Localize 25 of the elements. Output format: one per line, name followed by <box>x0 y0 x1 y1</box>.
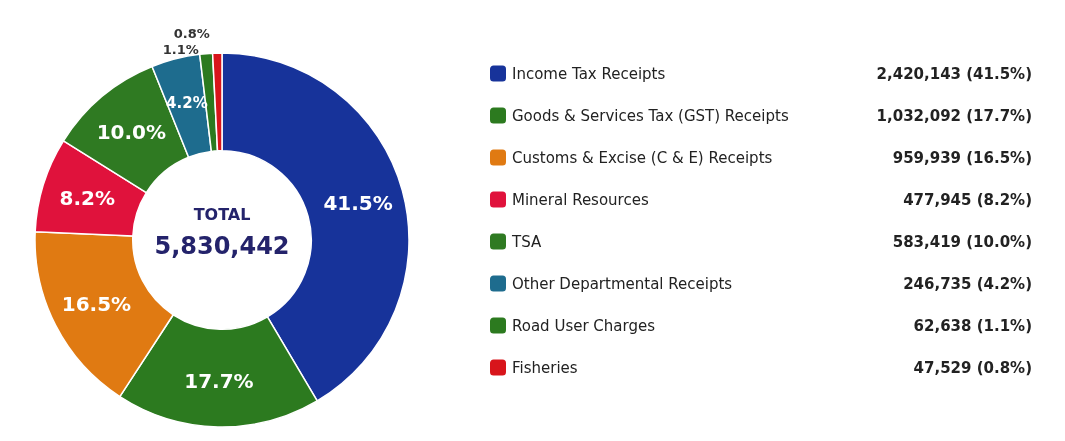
data-label: 10.0% <box>96 119 167 144</box>
legend-label: TSA <box>511 232 542 251</box>
data-label: 8.2% <box>59 186 115 211</box>
legend-label: Goods & Services Tax (GST) Receipts <box>512 106 789 125</box>
legend-label: Customs & Excise (C & E) Receipts <box>512 148 773 167</box>
text: 62,638 (1.1%) <box>913 316 1032 335</box>
data-label: 17.7% <box>184 369 254 394</box>
text: 959,939 (16.5%) <box>892 148 1032 167</box>
text: 1,032,092 (17.7%) <box>876 106 1032 125</box>
text: 583,419 (10.0%) <box>892 232 1032 251</box>
text: 5,830,442 <box>154 232 290 260</box>
text: TOTAL <box>193 204 251 224</box>
data-label: 1.1% <box>162 42 199 58</box>
text: 2,420,143 (41.5%) <box>876 64 1032 83</box>
legend-label: Income Tax Receipts <box>512 64 666 83</box>
text: 477,945 (8.2%) <box>903 190 1032 209</box>
legend-label: Mineral Resources <box>512 190 649 209</box>
legend-label: Other Departmental Receipts <box>512 274 733 293</box>
legend-label: Fisheries <box>512 358 578 377</box>
data-label: 16.5% <box>61 292 132 317</box>
text: 47,529 (0.8%) <box>913 358 1032 377</box>
text: 246,735 (4.2%) <box>903 274 1032 293</box>
data-label: 0.8% <box>173 25 210 41</box>
legend-label: Road User Charges <box>512 316 656 335</box>
data-label: 41.5% <box>323 190 393 215</box>
